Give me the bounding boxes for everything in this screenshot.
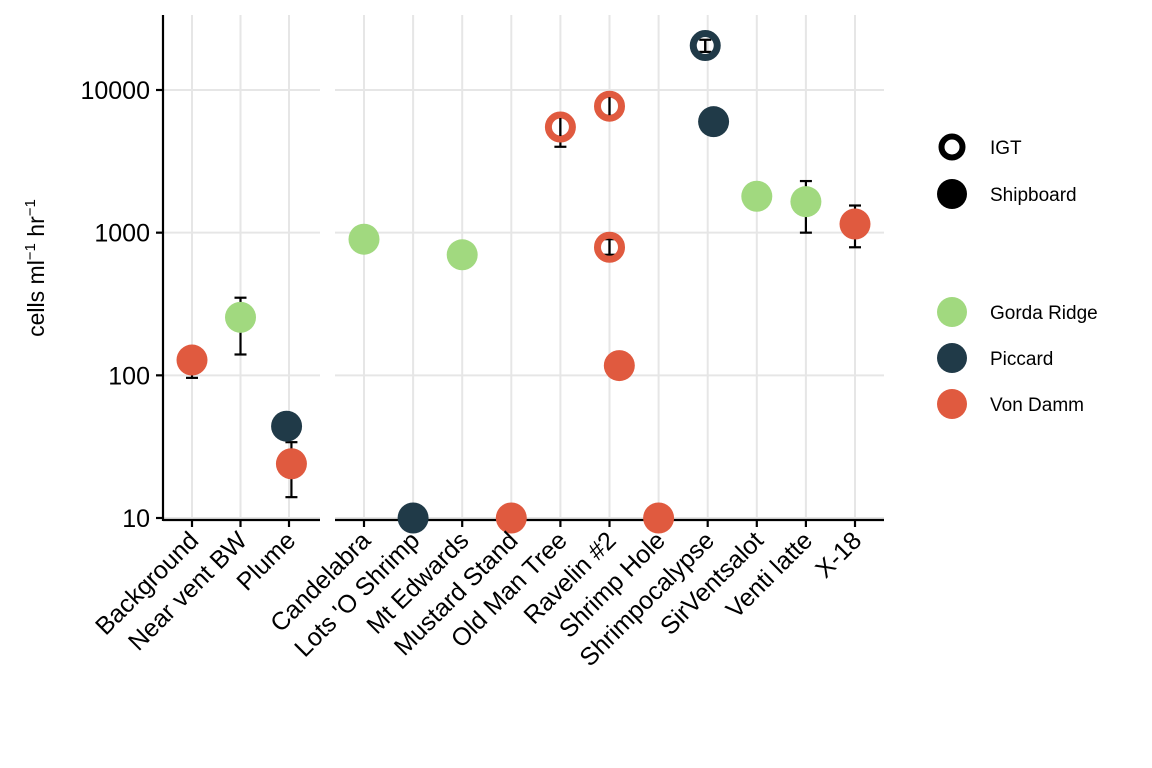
- x-tick-label: X-18: [810, 526, 867, 583]
- data-point-igt: [594, 231, 625, 263]
- data-point-shipboard: [741, 180, 773, 212]
- data-point-shipboard: [176, 344, 208, 376]
- legend-layer: IGT Shipboard Gorda Ridge Piccard Von Damm: [937, 133, 1098, 419]
- y-tick-label: 100: [108, 362, 150, 390]
- data-point-shipboard: [348, 223, 380, 255]
- y-tick-label: 10000: [80, 77, 150, 105]
- legend-key-shipboard: [937, 179, 967, 209]
- legend-key-color: [937, 343, 967, 373]
- y-tick-label: 10: [122, 505, 150, 533]
- data-point-shipboard: [446, 239, 478, 271]
- data-point-igt: [689, 30, 721, 62]
- data-point-shipboard: [225, 301, 256, 333]
- data-point-shipboard: [397, 502, 429, 534]
- data-point-igt: [594, 90, 625, 122]
- legend-label: IGT: [990, 138, 1022, 159]
- data-point-shipboard: [698, 106, 730, 138]
- legend-label: Piccard: [990, 349, 1053, 370]
- data-point-shipboard: [643, 502, 675, 534]
- data-point-shipboard: [495, 502, 527, 534]
- data-point-shipboard: [839, 208, 871, 240]
- legend-label: Gorda Ridge: [990, 303, 1098, 324]
- legend-key-color: [937, 389, 967, 419]
- axis-layer: [156, 15, 884, 527]
- data-point-shipboard: [790, 186, 822, 218]
- data-point-igt: [544, 111, 576, 143]
- data-point-shipboard: [271, 410, 303, 442]
- legend-key-color: [937, 297, 967, 327]
- grid-layer: [163, 15, 884, 520]
- y-axis-label: cells ml−1 hr−1: [22, 199, 49, 337]
- data-point-shipboard: [603, 350, 635, 382]
- y-tick-label: 1000: [94, 220, 150, 248]
- legend-label: Von Damm: [990, 395, 1084, 416]
- point-layer: [176, 30, 871, 534]
- data-point-shipboard: [275, 448, 307, 480]
- legend-key-igt: [938, 133, 966, 161]
- legend-label: Shipboard: [990, 185, 1077, 206]
